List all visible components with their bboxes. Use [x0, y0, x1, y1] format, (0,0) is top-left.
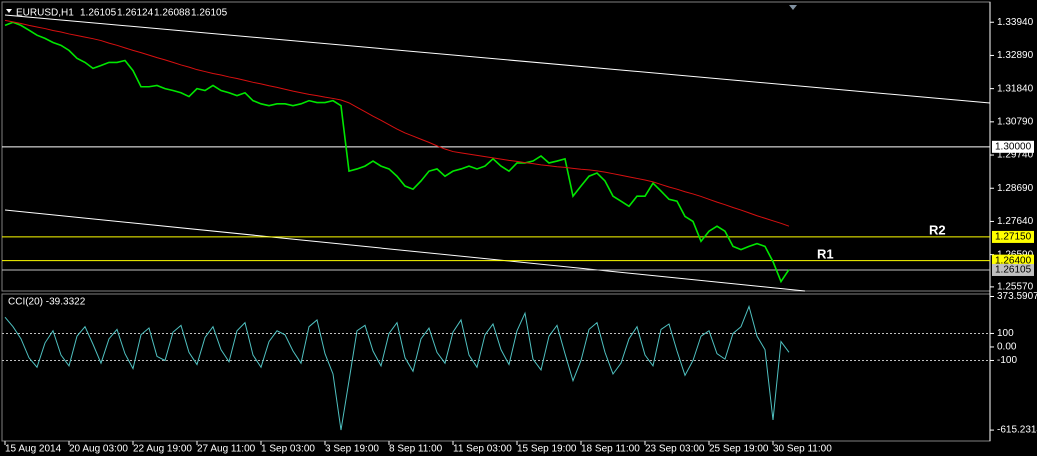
y-tick-label: -615.2314	[997, 425, 1037, 436]
x-tick-label: 11 Sep 03:00	[453, 444, 512, 455]
y-tick-label: 1.29740	[997, 150, 1034, 161]
cci-panel	[1, 293, 991, 442]
x-tick-label: 8 Sep 11:00	[389, 444, 443, 455]
y-tick-label: 1.28690	[997, 183, 1034, 194]
level-box	[992, 230, 1034, 243]
x-tick-label: 30 Sep 11:00	[773, 444, 832, 455]
level-label: 1.30000	[995, 141, 1032, 152]
symbol-title: EURUSD,H1	[16, 8, 74, 19]
y-tick-label: 0.00	[997, 342, 1017, 353]
x-tick-label: 20 Aug 03:00	[69, 444, 128, 455]
ohlc-value: 1.26105	[80, 8, 117, 19]
level-label: 1.26105	[995, 265, 1032, 276]
y-tick-label: 373.5907	[997, 291, 1037, 302]
y-tick-label: 1.31840	[997, 83, 1034, 94]
ohlc-value: 1.26105	[191, 8, 228, 19]
y-tick-label: 1.27640	[997, 216, 1034, 227]
level-box	[992, 254, 1034, 267]
x-tick-label: 3 Sep 19:00	[325, 444, 379, 455]
series-line	[4, 304, 790, 431]
y-tick-label: 1.30790	[997, 116, 1034, 127]
x-tick-label: 22 Aug 19:00	[133, 444, 192, 455]
y-tick-label: 1.33940	[997, 17, 1034, 28]
x-tick-label: 15 Sep 19:00	[517, 444, 577, 455]
y-tick-label: 100	[997, 328, 1014, 339]
ohlc-value: 1.26124	[117, 8, 154, 19]
y-tick-label: 1.25570	[997, 282, 1034, 293]
annotation: R1	[817, 246, 834, 261]
ohlc-value: 1.26088	[154, 8, 191, 19]
level-label: 1.26400	[995, 255, 1032, 266]
x-tick-label: 1 Sep 03:00	[261, 444, 315, 455]
y-tick-label: 1.32890	[997, 50, 1034, 61]
y-tick-label: -100	[997, 355, 1017, 366]
x-tick-label: 27 Aug 11:00	[197, 444, 256, 455]
level-label: 1.27150	[995, 232, 1032, 243]
trend-line	[4, 209, 806, 292]
level-box	[992, 263, 1034, 276]
series-line	[4, 21, 790, 284]
trend-line	[4, 14, 991, 104]
x-tick-label: 25 Sep 19:00	[709, 444, 769, 455]
menu-arrow[interactable]	[6, 9, 12, 13]
series-line	[4, 19, 790, 227]
shift-marker	[789, 5, 797, 10]
x-tick-label: 18 Sep 11:00	[581, 444, 640, 455]
level-box	[992, 140, 1034, 153]
x-tick-label: 15 Aug 2014	[5, 444, 62, 455]
indicator-title: CCI(20) -39.3322	[8, 297, 86, 308]
annotation: R2	[929, 222, 946, 237]
x-tick-label: 23 Sep 03:00	[645, 444, 705, 455]
